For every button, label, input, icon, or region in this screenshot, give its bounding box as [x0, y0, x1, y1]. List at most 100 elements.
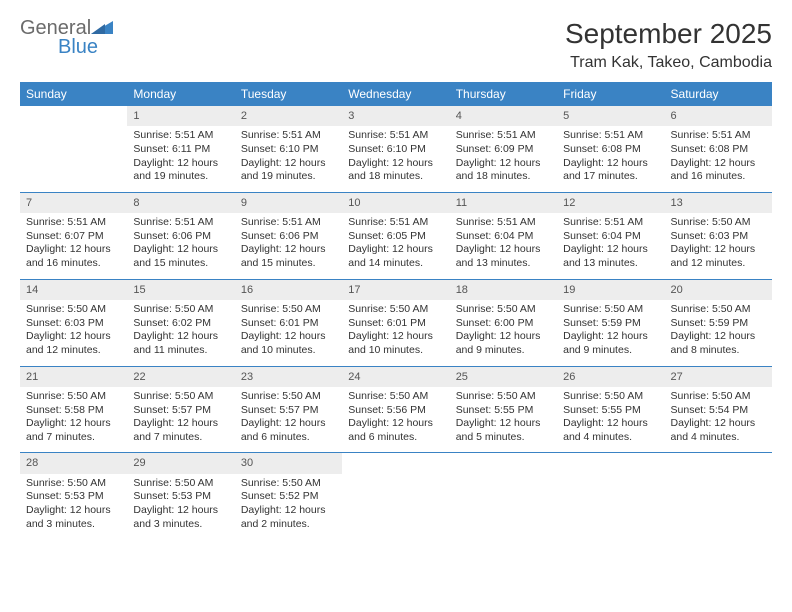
day-detail: Sunrise: 5:51 AMSunset: 6:04 PMDaylight:… — [450, 213, 557, 279]
sunrise-text: Sunrise: 5:51 AM — [563, 216, 658, 230]
day-detail: Sunrise: 5:50 AMSunset: 5:57 PMDaylight:… — [127, 387, 234, 453]
sunset-text: Sunset: 5:55 PM — [563, 404, 658, 418]
calendar-body: 123456Sunrise: 5:51 AMSunset: 6:11 PMDay… — [20, 106, 772, 539]
daylight-text: Daylight: 12 hours and 10 minutes. — [241, 330, 336, 357]
day-detail — [665, 474, 772, 540]
daylight-text: Daylight: 12 hours and 10 minutes. — [348, 330, 443, 357]
sunrise-text: Sunrise: 5:51 AM — [456, 129, 551, 143]
day-detail: Sunrise: 5:51 AMSunset: 6:06 PMDaylight:… — [127, 213, 234, 279]
day-detail: Sunrise: 5:50 AMSunset: 5:58 PMDaylight:… — [20, 387, 127, 453]
sunset-text: Sunset: 5:53 PM — [26, 490, 121, 504]
sunrise-text: Sunrise: 5:50 AM — [671, 303, 766, 317]
daylight-text: Daylight: 12 hours and 15 minutes. — [133, 243, 228, 270]
sunset-text: Sunset: 6:06 PM — [133, 230, 228, 244]
detail-row: Sunrise: 5:50 AMSunset: 5:58 PMDaylight:… — [20, 387, 772, 453]
daylight-text: Daylight: 12 hours and 12 minutes. — [671, 243, 766, 270]
day-detail: Sunrise: 5:50 AMSunset: 5:56 PMDaylight:… — [342, 387, 449, 453]
sunrise-text: Sunrise: 5:50 AM — [563, 303, 658, 317]
day-detail: Sunrise: 5:50 AMSunset: 5:57 PMDaylight:… — [235, 387, 342, 453]
sunset-text: Sunset: 6:04 PM — [456, 230, 551, 244]
day-number: 25 — [450, 366, 557, 387]
sunset-text: Sunset: 6:04 PM — [563, 230, 658, 244]
daylight-text: Daylight: 12 hours and 3 minutes. — [26, 504, 121, 531]
day-number: 24 — [342, 366, 449, 387]
daylight-text: Daylight: 12 hours and 4 minutes. — [671, 417, 766, 444]
daynum-row: 282930 — [20, 453, 772, 474]
daylight-text: Daylight: 12 hours and 18 minutes. — [348, 157, 443, 184]
day-number: 7 — [20, 192, 127, 213]
day-detail: Sunrise: 5:50 AMSunset: 5:59 PMDaylight:… — [557, 300, 664, 366]
day-number: 18 — [450, 279, 557, 300]
day-detail: Sunrise: 5:51 AMSunset: 6:08 PMDaylight:… — [665, 126, 772, 192]
daylight-text: Daylight: 12 hours and 9 minutes. — [563, 330, 658, 357]
daylight-text: Daylight: 12 hours and 7 minutes. — [26, 417, 121, 444]
daylight-text: Daylight: 12 hours and 4 minutes. — [563, 417, 658, 444]
day-number: 17 — [342, 279, 449, 300]
day-number: 6 — [665, 106, 772, 126]
sunrise-text: Sunrise: 5:51 AM — [26, 216, 121, 230]
day-number: 4 — [450, 106, 557, 126]
day-number: 1 — [127, 106, 234, 126]
daylight-text: Daylight: 12 hours and 9 minutes. — [456, 330, 551, 357]
sunset-text: Sunset: 6:03 PM — [671, 230, 766, 244]
day-detail: Sunrise: 5:50 AMSunset: 5:53 PMDaylight:… — [20, 474, 127, 540]
sunset-text: Sunset: 5:57 PM — [133, 404, 228, 418]
day-detail: Sunrise: 5:50 AMSunset: 6:01 PMDaylight:… — [235, 300, 342, 366]
day-number: 15 — [127, 279, 234, 300]
sunset-text: Sunset: 5:57 PM — [241, 404, 336, 418]
day-detail: Sunrise: 5:51 AMSunset: 6:10 PMDaylight:… — [235, 126, 342, 192]
day-detail: Sunrise: 5:51 AMSunset: 6:07 PMDaylight:… — [20, 213, 127, 279]
day-detail — [342, 474, 449, 540]
sunset-text: Sunset: 6:01 PM — [348, 317, 443, 331]
calendar-table: Sunday Monday Tuesday Wednesday Thursday… — [20, 82, 772, 539]
day-detail: Sunrise: 5:50 AMSunset: 6:00 PMDaylight:… — [450, 300, 557, 366]
sunrise-text: Sunrise: 5:50 AM — [26, 477, 121, 491]
day-number — [20, 106, 127, 126]
day-number: 30 — [235, 453, 342, 474]
daylight-text: Daylight: 12 hours and 5 minutes. — [456, 417, 551, 444]
daylight-text: Daylight: 12 hours and 11 minutes. — [133, 330, 228, 357]
sunrise-text: Sunrise: 5:50 AM — [456, 303, 551, 317]
day-number: 29 — [127, 453, 234, 474]
day-detail: Sunrise: 5:50 AMSunset: 6:03 PMDaylight:… — [665, 213, 772, 279]
sunrise-text: Sunrise: 5:50 AM — [671, 390, 766, 404]
day-detail: Sunrise: 5:50 AMSunset: 6:03 PMDaylight:… — [20, 300, 127, 366]
day-detail — [557, 474, 664, 540]
daylight-text: Daylight: 12 hours and 6 minutes. — [348, 417, 443, 444]
logo-text-block: General Blue — [20, 18, 113, 57]
logo-text-blue: Blue — [58, 37, 113, 57]
day-detail: Sunrise: 5:50 AMSunset: 5:55 PMDaylight:… — [557, 387, 664, 453]
day-number: 28 — [20, 453, 127, 474]
day-number — [450, 453, 557, 474]
sunrise-text: Sunrise: 5:50 AM — [348, 303, 443, 317]
day-number: 10 — [342, 192, 449, 213]
day-number: 26 — [557, 366, 664, 387]
day-number — [665, 453, 772, 474]
daylight-text: Daylight: 12 hours and 8 minutes. — [671, 330, 766, 357]
daylight-text: Daylight: 12 hours and 6 minutes. — [241, 417, 336, 444]
daylight-text: Daylight: 12 hours and 19 minutes. — [133, 157, 228, 184]
sunset-text: Sunset: 5:53 PM — [133, 490, 228, 504]
sunrise-text: Sunrise: 5:50 AM — [456, 390, 551, 404]
daylight-text: Daylight: 12 hours and 2 minutes. — [241, 504, 336, 531]
sunrise-text: Sunrise: 5:50 AM — [563, 390, 658, 404]
detail-row: Sunrise: 5:51 AMSunset: 6:07 PMDaylight:… — [20, 213, 772, 279]
day-number: 19 — [557, 279, 664, 300]
sunrise-text: Sunrise: 5:51 AM — [348, 129, 443, 143]
daylight-text: Daylight: 12 hours and 3 minutes. — [133, 504, 228, 531]
sunrise-text: Sunrise: 5:51 AM — [671, 129, 766, 143]
logo-triangle-icon — [91, 18, 113, 34]
sunset-text: Sunset: 6:10 PM — [348, 143, 443, 157]
daylight-text: Daylight: 12 hours and 12 minutes. — [26, 330, 121, 357]
sunrise-text: Sunrise: 5:51 AM — [241, 129, 336, 143]
logo: General Blue — [20, 18, 113, 57]
sunrise-text: Sunrise: 5:50 AM — [133, 303, 228, 317]
day-detail: Sunrise: 5:51 AMSunset: 6:04 PMDaylight:… — [557, 213, 664, 279]
day-number: 9 — [235, 192, 342, 213]
day-number — [557, 453, 664, 474]
sunrise-text: Sunrise: 5:50 AM — [26, 390, 121, 404]
sunrise-text: Sunrise: 5:51 AM — [241, 216, 336, 230]
daylight-text: Daylight: 12 hours and 19 minutes. — [241, 157, 336, 184]
sunset-text: Sunset: 6:11 PM — [133, 143, 228, 157]
title-block: September 2025 Tram Kak, Takeo, Cambodia — [565, 18, 772, 72]
